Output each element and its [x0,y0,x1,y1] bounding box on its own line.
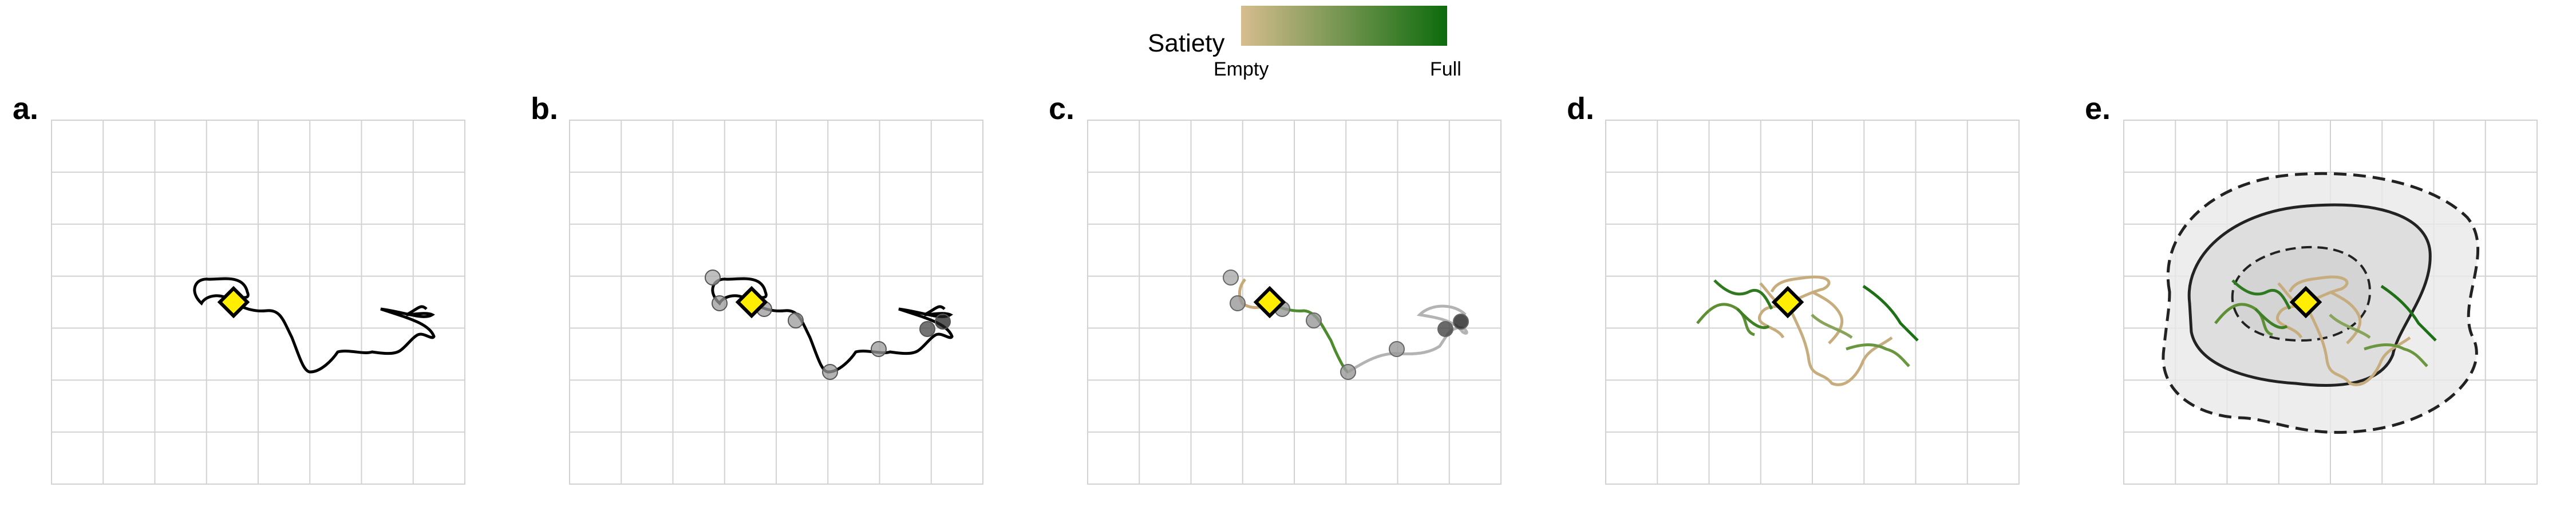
trajectory-green [1736,308,1770,330]
trajectory-green [1696,303,1755,336]
stop-point [1230,295,1246,311]
legend-max-label: Full [1430,58,1461,80]
panel-d: d. [1567,92,2020,485]
panel-grid [570,120,983,484]
panel-frame [51,120,465,485]
stop-point [788,312,804,328]
panel-letter: d. [1567,92,1594,126]
trajectory-tan [2329,290,2362,344]
panel-grid [1088,120,1501,484]
stop-point [712,295,728,311]
panel-a: a. [13,92,465,485]
stop-point [871,341,887,357]
stop-point [822,364,838,380]
trajectory-tan [1811,290,1844,344]
stop-point [1340,364,1356,380]
trajectory-green [2231,279,2291,310]
trajectory-path [193,277,436,374]
stop-point [705,270,721,286]
trajectory-green [2380,284,2437,342]
trajectory-green [1846,343,1910,367]
panel-letter: a. [13,92,38,126]
start-marker [735,286,768,319]
stop-point [919,321,935,337]
satiety-colorbar [1241,6,1447,46]
start-marker [2289,286,2322,319]
panel-b: b. [531,92,983,485]
start-marker [217,286,250,319]
satiety-legend: Satiety Empty Full [1148,6,1461,80]
trajectory-path [711,277,954,374]
stop-point [1389,341,1405,357]
trajectory-green [1862,284,1919,342]
trajectory-tan [2304,303,2411,386]
panel-e: e. [2085,92,2538,485]
trajectory-green [2364,343,2428,367]
trajectory-green [2254,308,2288,330]
panel-grid [52,120,465,484]
panel-c: c. [1049,92,1502,485]
panel-letter: e. [2085,92,2111,126]
panel-grid [1606,120,2019,484]
stop-point [935,314,951,330]
start-marker [1253,286,1286,319]
trajectory-green [1713,279,1773,310]
trajectory-green [2214,303,2273,336]
start-marker [1771,286,1804,319]
trajectory-tan [1786,303,1893,386]
panel-frame [2123,120,2538,485]
panel-frame [569,120,983,485]
panel-letter: c. [1049,92,1074,126]
panel-frame [1087,120,1502,485]
stop-point [1453,314,1469,330]
trajectory-green [1811,314,1853,339]
stop-point [1223,270,1239,286]
legend-min-label: Empty [1214,58,1269,80]
stop-point [1306,312,1322,328]
panel-frame [1605,120,2020,485]
stop-point [1437,321,1453,337]
trajectory-green [2329,314,2371,339]
legend-title: Satiety [1148,29,1225,57]
panel-letter: b. [531,92,558,126]
